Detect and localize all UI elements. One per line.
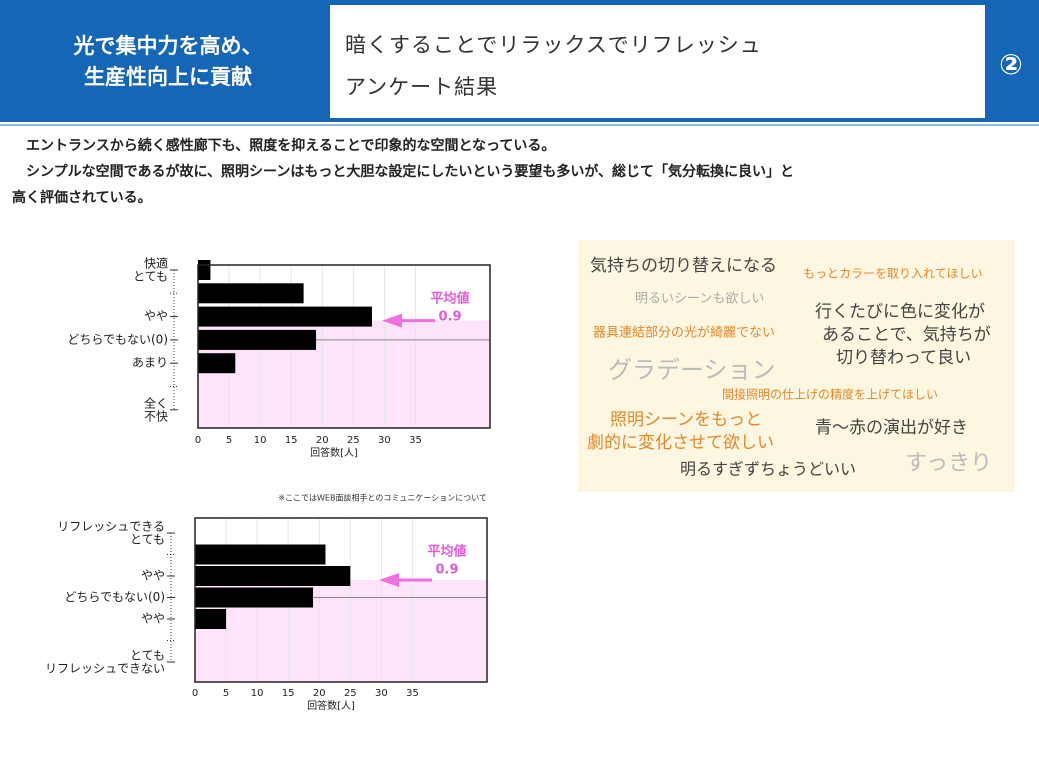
word: 照明シーンをもっと bbox=[610, 410, 762, 430]
x-tick-label: 20 bbox=[313, 688, 326, 699]
plot-frame bbox=[194, 517, 488, 683]
annotation: 0.9 bbox=[435, 563, 458, 578]
chart-note: ※ここではWEB面談相手とのコミュニケーションについて bbox=[278, 493, 487, 503]
word: 明るすぎずちょうどいい bbox=[680, 460, 856, 479]
word: 劇的に変化させて欲しい bbox=[587, 433, 774, 453]
bar bbox=[195, 544, 326, 565]
bar bbox=[198, 260, 211, 280]
word: 行くたびに色に変化が bbox=[815, 302, 985, 322]
plot-frame bbox=[197, 264, 491, 429]
x-tick-label: 35 bbox=[406, 688, 419, 699]
body-text: シンプルな空間であるが故に、照明シーンはもっと大胆な設定にしたいという要望も多い… bbox=[12, 163, 794, 180]
category-label: どちらでもない(0) bbox=[64, 590, 165, 604]
arrow-head bbox=[379, 573, 399, 587]
x-tick-label: 30 bbox=[378, 435, 391, 446]
category-label: やや bbox=[141, 612, 165, 626]
bar bbox=[198, 353, 236, 374]
annotation: 平均値 bbox=[427, 544, 466, 560]
x-tick-label: 0 bbox=[195, 435, 201, 446]
body-text: エントランスから続く感性廊下も、照度を抑えることで印象的な空間となっている。 bbox=[12, 137, 555, 154]
category-label: リフレッシュできるとても bbox=[57, 519, 165, 546]
annotation: 0.9 bbox=[438, 310, 461, 325]
bar bbox=[198, 329, 317, 350]
bar bbox=[195, 609, 227, 629]
category-label: 快適とても bbox=[133, 255, 168, 283]
word: 器具連結部分の光が綺麗でない bbox=[593, 325, 775, 341]
x-tick-label: 25 bbox=[347, 435, 360, 446]
x-tick-label: 15 bbox=[282, 688, 295, 699]
annotation: 平均値 bbox=[430, 291, 469, 307]
x-tick-label: 20 bbox=[316, 435, 329, 446]
word-cloud-box bbox=[578, 240, 1015, 492]
word: グラデーション bbox=[608, 356, 776, 384]
x-axis-label: 回答数[人] bbox=[310, 446, 358, 459]
bar bbox=[195, 587, 314, 608]
word: あることで、気持ちが bbox=[822, 325, 991, 345]
slide-title: 暗くすることでリラックスでリフレッシュ bbox=[345, 33, 762, 57]
arrow-head bbox=[382, 313, 402, 328]
word: もっとカラーを取り入れてほしい bbox=[803, 267, 983, 281]
x-tick-label: 5 bbox=[223, 688, 229, 699]
word: 青～赤の演出が好き bbox=[815, 418, 968, 438]
category-label: 全く不快 bbox=[144, 395, 168, 423]
bar bbox=[198, 306, 372, 327]
x-tick-label: 10 bbox=[251, 688, 264, 699]
category-label: やや bbox=[144, 309, 168, 323]
x-tick-label: 10 bbox=[254, 435, 267, 446]
section-title: 光で集中力を高め、 bbox=[73, 34, 263, 58]
word: すっきり bbox=[905, 451, 992, 476]
bar bbox=[195, 566, 351, 586]
word: 気持ちの切り替えになる bbox=[590, 256, 777, 276]
title-box bbox=[330, 5, 985, 118]
x-tick-label: 30 bbox=[375, 688, 388, 699]
body-text: 高く評価されている。 bbox=[12, 189, 152, 206]
category-label: あまり bbox=[132, 356, 168, 370]
x-tick-label: 5 bbox=[226, 435, 232, 446]
x-tick-label: 35 bbox=[409, 435, 422, 446]
category-label: やや bbox=[141, 569, 165, 583]
x-tick-label: 25 bbox=[344, 688, 357, 699]
section-title: 生産性向上に貢献 bbox=[84, 65, 252, 89]
x-tick-label: 0 bbox=[192, 688, 198, 699]
category-label: とてもリフレッシュできない bbox=[45, 648, 165, 675]
bar bbox=[198, 283, 304, 304]
word: 切り替わって良い bbox=[836, 348, 971, 368]
slide-title: アンケート結果 bbox=[345, 75, 498, 99]
word: 間接照明の仕上げの精度を上げてほしい bbox=[722, 387, 938, 402]
slide-number: ② bbox=[999, 48, 1023, 81]
category-label: どちらでもない(0) bbox=[67, 332, 168, 346]
x-axis-label: 回答数[人] bbox=[307, 699, 355, 712]
word: 明るいシーンも欲しい bbox=[635, 291, 764, 307]
x-tick-label: 15 bbox=[285, 435, 298, 446]
